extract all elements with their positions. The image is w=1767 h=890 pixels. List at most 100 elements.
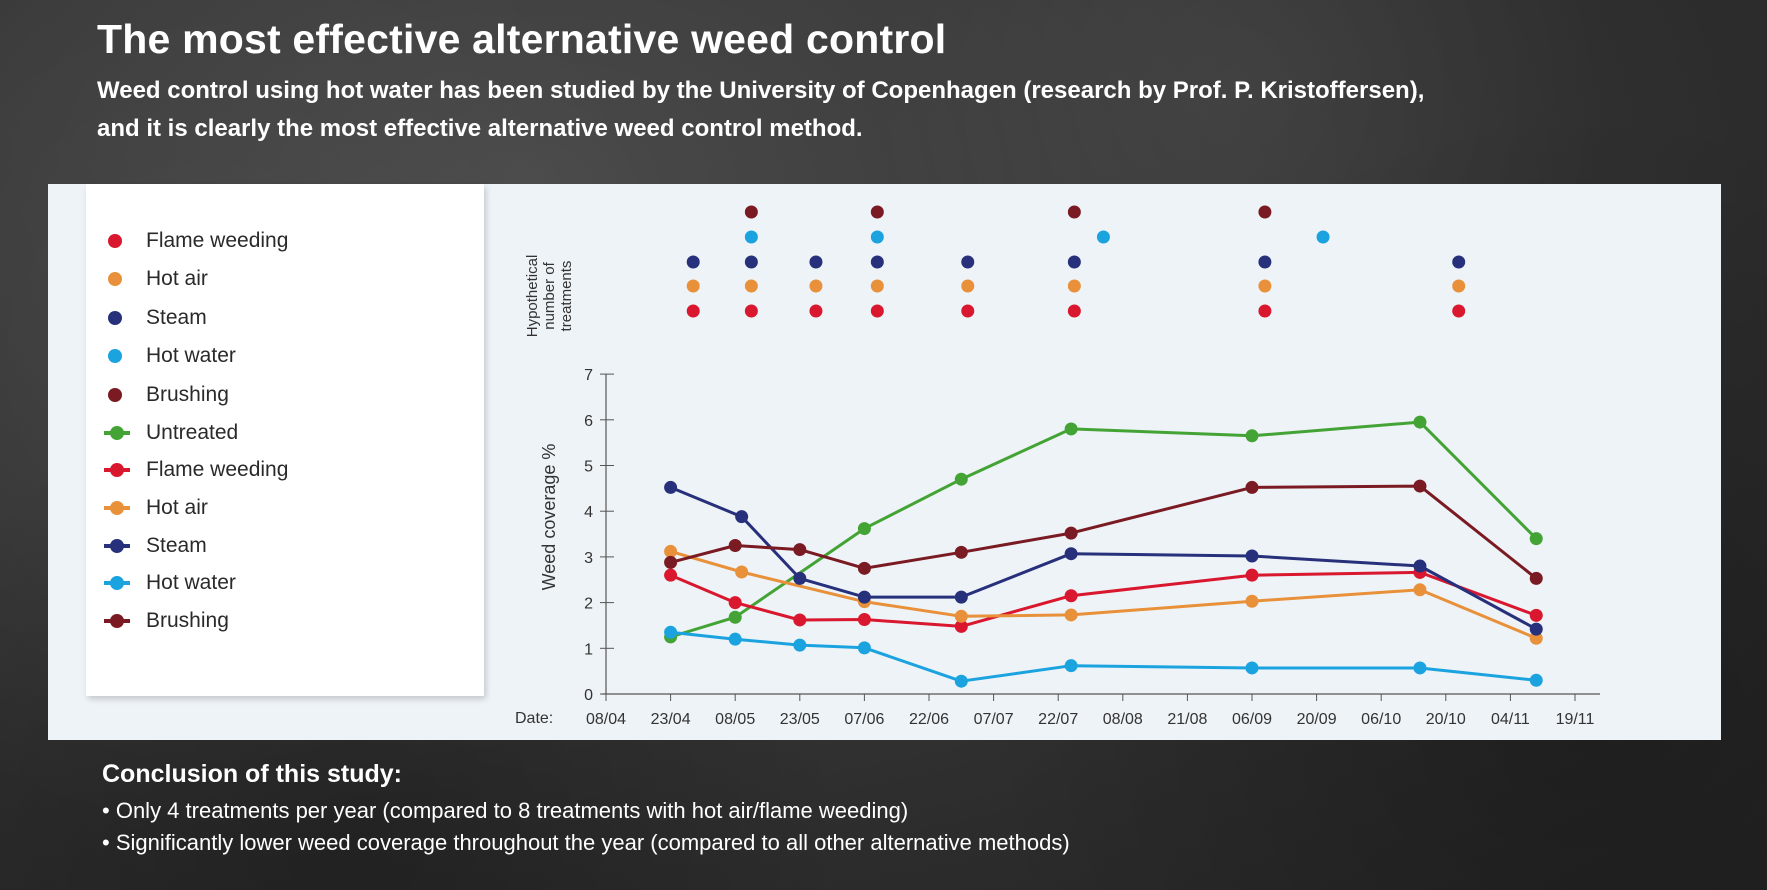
treatment-dot	[686, 304, 700, 318]
x-tick-label: 08/05	[715, 711, 755, 728]
x-tick-label: 22/06	[909, 711, 949, 728]
legend-dot-hot-water-icon	[108, 349, 122, 363]
data-point	[664, 544, 678, 558]
treatment-dot	[1258, 304, 1272, 318]
data-point	[1245, 429, 1259, 443]
treatment-dot	[1452, 279, 1466, 293]
legend-label: Flame weeding	[146, 229, 289, 252]
legend-line-flame-weeding-icon	[110, 463, 124, 477]
treatment-dot	[1067, 205, 1081, 219]
x-tick-label: 23/04	[651, 711, 691, 728]
y-tick-label: 2	[584, 596, 593, 613]
x-tick-label: 20/09	[1297, 711, 1337, 728]
data-point	[1413, 479, 1427, 493]
treatment-dot	[1452, 255, 1466, 269]
legend-line-untreated-icon	[110, 426, 124, 440]
treatment-dot	[1067, 255, 1081, 269]
data-point	[954, 590, 968, 604]
data-point	[1529, 608, 1543, 622]
data-point	[1529, 532, 1543, 546]
data-point	[1413, 559, 1427, 573]
y-axis-label: Weed coverage %	[539, 444, 559, 591]
legend-item-line-flame-weeding: Flame weeding	[86, 455, 288, 485]
data-point	[1245, 661, 1259, 675]
legend-dot-flame-weeding-icon	[108, 234, 122, 248]
x-tick-label: 23/05	[780, 711, 820, 728]
treatment-dot	[1067, 279, 1081, 293]
x-tick-label: 19/11	[1556, 711, 1595, 728]
data-point	[1245, 549, 1259, 563]
legend-item-dot-brushing: Brushing	[86, 380, 229, 410]
legend-label: Untreated	[146, 421, 239, 444]
data-point	[728, 632, 742, 646]
conclusion-title: Conclusion of this study:	[102, 760, 402, 788]
x-tick-label: 08/04	[586, 711, 626, 728]
data-point	[1413, 661, 1427, 675]
x-tick-label: 08/08	[1103, 711, 1143, 728]
treatments-label-line-3: treatments	[558, 261, 575, 332]
legend-item-line-brushing: Brushing	[86, 606, 229, 636]
y-tick-label: 4	[584, 504, 593, 521]
legend-line-brushing-icon	[110, 614, 124, 628]
data-point	[954, 674, 968, 688]
data-point	[857, 613, 871, 627]
treatment-dot	[961, 255, 975, 269]
treatment-dot	[744, 205, 758, 219]
data-point	[1064, 547, 1078, 561]
data-point	[664, 568, 678, 582]
legend-item-line-hot-water: Hot water	[86, 568, 236, 598]
data-point	[664, 625, 678, 639]
x-tick-label: 04/11	[1491, 711, 1530, 728]
data-point	[954, 619, 968, 633]
x-tick-label: 07/06	[844, 711, 884, 728]
data-point	[1245, 480, 1259, 494]
data-point	[664, 480, 678, 494]
treatments-label-line-2: number of	[541, 261, 558, 329]
data-point	[954, 545, 968, 559]
data-point	[857, 522, 871, 536]
conclusion-item: Significantly lower weed coverage throug…	[102, 827, 1070, 859]
treatment-dot	[1316, 230, 1330, 244]
treatment-dot	[1096, 230, 1110, 244]
legend-item-line-untreated: Untreated	[86, 418, 238, 448]
treatment-dot	[1258, 279, 1272, 293]
treatment-dot	[870, 230, 884, 244]
conclusion-item: Only 4 treatments per year (compared to …	[102, 795, 1070, 827]
data-point	[793, 613, 807, 627]
treatment-dot	[744, 304, 758, 318]
legend-item-dot-steam: Steam	[86, 303, 207, 333]
data-point	[1064, 589, 1078, 603]
data-point	[857, 641, 871, 655]
legend-line-hot-water-icon	[110, 576, 124, 590]
treatments-label-line-1: Hypothetical	[524, 255, 541, 338]
treatment-dot	[809, 255, 823, 269]
treatment-dot	[809, 279, 823, 293]
subtitle-line-1: Weed control using hot water has been st…	[97, 77, 1425, 104]
chart-legend: Flame weeding Hot air Steam Hot water Br…	[86, 184, 484, 696]
x-tick-label: 22/07	[1038, 711, 1078, 728]
page-title: The most effective alternative weed cont…	[97, 16, 947, 62]
series-line	[670, 549, 1537, 640]
x-tick-label: 06/09	[1232, 711, 1272, 728]
legend-item-dot-flame-weeding: Flame weeding	[86, 226, 288, 256]
treatment-dot	[1258, 205, 1272, 219]
data-point	[1413, 583, 1427, 597]
data-point	[728, 610, 742, 624]
series-line	[670, 420, 1538, 639]
treatment-dot	[809, 304, 823, 318]
legend-item-dot-hot-air: Hot air	[86, 264, 208, 294]
data-point	[954, 609, 968, 623]
x-tick-label: 07/07	[974, 711, 1014, 728]
treatment-dot	[744, 279, 758, 293]
data-point	[1529, 631, 1543, 645]
data-point	[735, 565, 749, 579]
y-tick-label: 5	[584, 459, 593, 476]
x-tick-label: 20/10	[1426, 711, 1466, 728]
data-point	[664, 555, 678, 569]
data-point	[728, 538, 742, 552]
legend-label: Flame weeding	[146, 458, 289, 481]
legend-label: Hot air	[146, 496, 208, 519]
data-point	[793, 543, 807, 557]
page-subtitle: Weed control using hot water has been st…	[97, 72, 1597, 148]
